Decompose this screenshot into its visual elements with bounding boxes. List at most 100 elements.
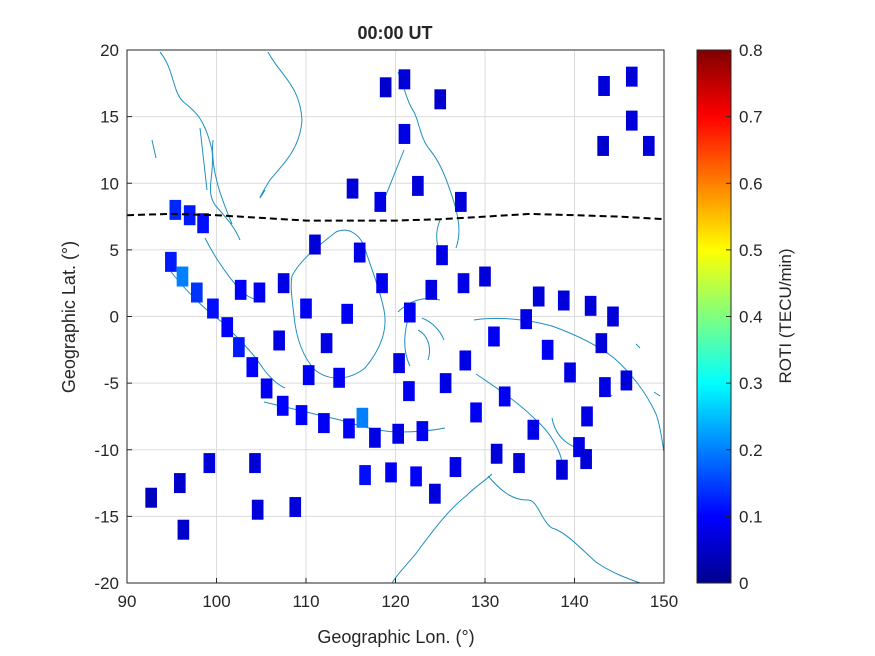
roti-cell	[490, 443, 503, 464]
roti-cell	[273, 330, 285, 351]
roti-cell	[260, 378, 273, 399]
roti-cell	[234, 279, 247, 300]
coastline-vietnam	[259, 51, 303, 199]
roti-cell	[584, 295, 597, 316]
colorbar-tick-label: 0.6	[739, 174, 763, 193]
roti-cell	[595, 333, 608, 354]
colorbar: 0 0.1 0.2 0.3 0.4 0.5 0.6 0.7 0.8 ROTI (TECU/min…	[696, 41, 795, 593]
roti-cell	[302, 365, 315, 386]
colorbar-tick-label: 0.3	[739, 374, 763, 393]
roti-cell	[436, 245, 448, 266]
colorbar-tick-label: 0.8	[739, 41, 763, 60]
colorbar-tick-label: 0.1	[739, 507, 763, 526]
plot-area	[126, 49, 665, 584]
y-tick-label: -15	[94, 507, 119, 526]
roti-cell	[207, 298, 219, 319]
roti-cell	[173, 473, 186, 494]
roti-cell	[597, 135, 609, 156]
roti-cell	[425, 279, 438, 300]
roti-cell	[403, 381, 415, 402]
roti-cell	[410, 466, 422, 487]
x-tick-label: 120	[381, 592, 409, 611]
y-tick-label: 5	[110, 241, 119, 260]
roti-cell	[557, 290, 570, 311]
x-tick-label: 130	[471, 592, 499, 611]
roti-cell	[573, 437, 585, 458]
roti-cell	[625, 66, 638, 87]
roti-cell	[607, 306, 619, 327]
roti-cell	[183, 205, 196, 226]
roti-cell	[253, 282, 266, 303]
roti-cell	[520, 309, 532, 330]
roti-cell	[385, 462, 397, 483]
y-tick-label: -20	[94, 574, 119, 593]
roti-cell	[249, 453, 261, 474]
roti-cell	[333, 367, 345, 388]
x-tick-label: 150	[650, 592, 678, 611]
y-tick-label: -10	[94, 441, 119, 460]
roti-cells	[145, 66, 655, 540]
roti-cell	[392, 423, 405, 444]
coastline-borneo	[290, 229, 386, 379]
roti-cell	[318, 413, 330, 434]
roti-cell	[359, 465, 371, 486]
y-tick-label: -5	[104, 374, 119, 393]
roti-cell	[580, 449, 592, 470]
y-tick-label: 10	[100, 174, 119, 193]
x-axis-ticks: 90 100 110 120 130 140 150	[118, 578, 678, 611]
x-tick-label: 110	[292, 592, 319, 611]
x-axis-label: Geographic Lon. (°)	[317, 627, 474, 647]
x-tick-label: 100	[202, 592, 230, 611]
roti-cell	[470, 402, 482, 423]
roti-cell	[165, 251, 177, 272]
roti-cell	[455, 191, 467, 212]
roti-cell	[309, 234, 321, 255]
roti-cell	[289, 497, 302, 518]
roti-cell	[169, 199, 182, 220]
roti-cell	[374, 191, 387, 212]
roti-cell	[276, 395, 289, 416]
roti-cell	[513, 453, 525, 474]
roti-cell	[498, 386, 511, 407]
roti-cell	[376, 273, 388, 294]
roti-cell	[404, 302, 416, 323]
y-axis-ticks: 20 15 10 5 0 -5 -10 -15 -20	[94, 41, 132, 593]
roti-cell	[277, 273, 290, 294]
roti-cell	[416, 421, 429, 442]
colorbar-tick-label: 0.2	[739, 441, 763, 460]
x-tick-label: 140	[560, 592, 588, 611]
roti-cell	[457, 273, 470, 294]
roti-cell	[233, 337, 245, 358]
roti-cell	[176, 266, 189, 287]
roti-cell	[449, 457, 462, 478]
colorbar-tick-label: 0.5	[739, 241, 763, 260]
roti-cell	[625, 110, 638, 131]
roti-cell	[527, 419, 540, 440]
colorbar-label: ROTI (TECU/min)	[776, 248, 795, 383]
roti-cell	[439, 373, 452, 394]
roti-cell	[177, 519, 190, 540]
roti-cell	[564, 362, 576, 383]
y-tick-label: 0	[110, 308, 119, 327]
roti-cell	[620, 370, 633, 391]
y-tick-label: 15	[100, 108, 119, 127]
roti-cell	[343, 418, 355, 439]
magnetic-equator-line	[127, 212, 664, 222]
roti-cell	[203, 453, 216, 474]
y-tick-label: 20	[100, 41, 119, 60]
roti-cell	[412, 175, 424, 196]
roti-cell	[295, 405, 308, 426]
roti-cell	[459, 350, 472, 371]
roti-cell	[246, 357, 259, 378]
colorbar-tick-label: 0	[739, 574, 748, 593]
roti-cell	[320, 333, 333, 354]
x-tick-label: 90	[118, 592, 137, 611]
roti-cell	[434, 89, 447, 110]
roti-cell	[369, 427, 381, 448]
roti-cell	[532, 286, 545, 307]
roti-cell	[221, 317, 234, 338]
roti-cell	[541, 339, 554, 360]
roti-cell	[429, 483, 441, 504]
roti-cell	[599, 377, 611, 398]
roti-cell	[346, 178, 359, 199]
